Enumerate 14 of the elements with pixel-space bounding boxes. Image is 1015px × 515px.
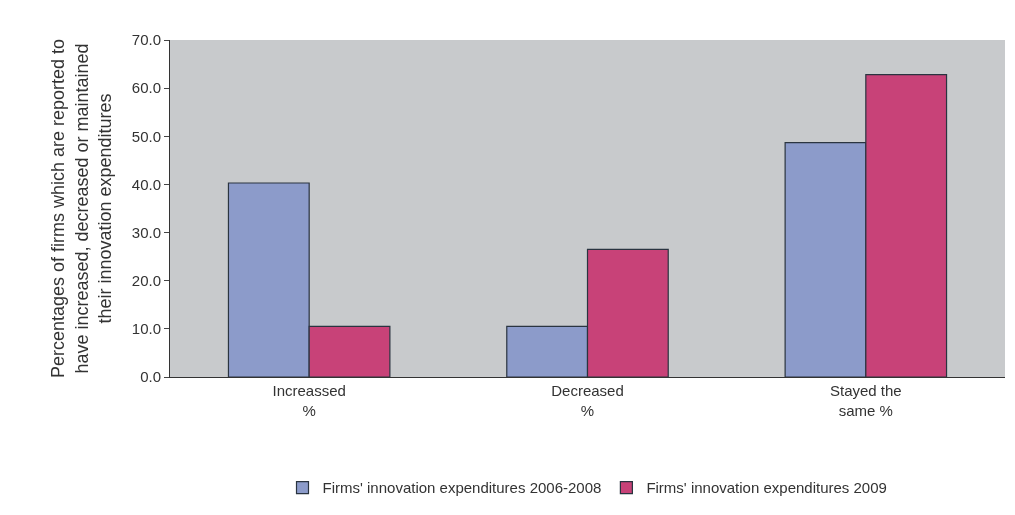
y-tick-label: 20.0: [131, 271, 161, 289]
x-tick-label: Increassed %: [272, 382, 346, 419]
y-tick-label: 70.0: [131, 31, 161, 49]
x-tick-label: Stayed the same %: [829, 382, 902, 419]
legend-label: Firms' innovation expenditures 2006-2008: [322, 479, 602, 497]
y-tick-label: 10.0: [131, 320, 161, 338]
y-tick-label: 30.0: [131, 223, 161, 241]
y-tick-label: 0.0: [140, 368, 161, 386]
x-tick-label: Decreased %: [551, 382, 624, 419]
y-tick-label: 50.0: [131, 127, 161, 145]
y-tick-label: 40.0: [131, 175, 161, 193]
legend-label: Firms' innovation expenditures 2009: [646, 479, 887, 497]
y-tick-label: 60.0: [131, 79, 161, 97]
y-axis-title: Percentages of firms which are reported to have increased, decreased or maintained their innovation expenditures: [48, 38, 115, 379]
